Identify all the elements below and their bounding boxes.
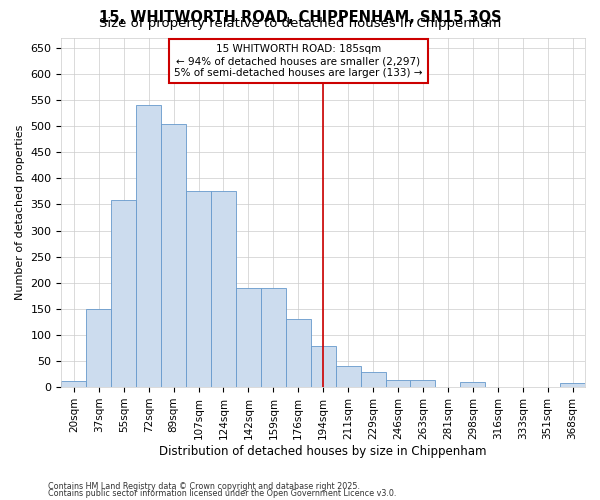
Y-axis label: Number of detached properties: Number of detached properties (15, 124, 25, 300)
Text: Size of property relative to detached houses in Chippenham: Size of property relative to detached ho… (99, 18, 501, 30)
Bar (286, 320, 311, 387)
Bar (361, 372, 386, 387)
Bar (211, 192, 236, 387)
Bar (460, 382, 485, 387)
Bar (335, 366, 361, 387)
Bar (161, 124, 186, 387)
Bar (386, 380, 410, 387)
Bar (111, 200, 136, 387)
Text: Contains HM Land Registry data © Crown copyright and database right 2025.: Contains HM Land Registry data © Crown c… (48, 482, 360, 491)
Bar (236, 288, 261, 387)
Bar (86, 309, 111, 387)
Text: 15 WHITWORTH ROAD: 185sqm
← 94% of detached houses are smaller (2,297)
5% of sem: 15 WHITWORTH ROAD: 185sqm ← 94% of detac… (174, 44, 422, 78)
Bar (560, 383, 585, 387)
Text: Contains public sector information licensed under the Open Government Licence v3: Contains public sector information licen… (48, 489, 397, 498)
Bar (136, 106, 161, 387)
Bar (61, 381, 86, 387)
Bar (261, 288, 286, 387)
Bar (186, 192, 211, 387)
Text: 15, WHITWORTH ROAD, CHIPPENHAM, SN15 3QS: 15, WHITWORTH ROAD, CHIPPENHAM, SN15 3QS (98, 10, 502, 25)
Bar (410, 380, 436, 387)
X-axis label: Distribution of detached houses by size in Chippenham: Distribution of detached houses by size … (160, 444, 487, 458)
Bar (311, 346, 335, 387)
